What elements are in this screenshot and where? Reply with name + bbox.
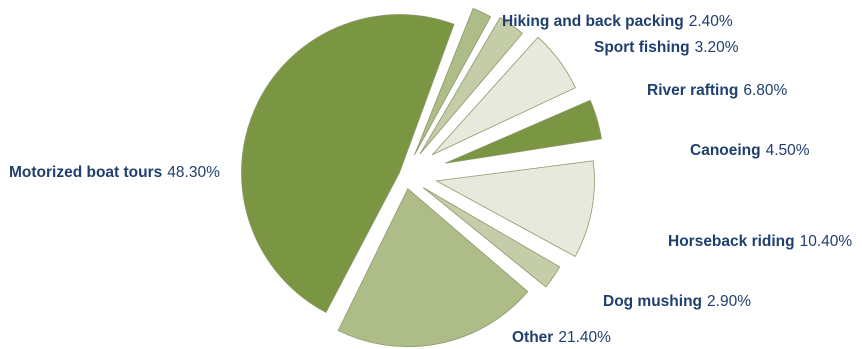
slice-label-value: 10.40% [800,233,853,250]
slice-label: Canoeing 4.50% [690,142,810,159]
pie-slice-other [337,188,529,348]
slice-label-value: 6.80% [743,82,787,99]
slice-label: Dog mushing 2.90% [603,293,751,310]
slice-label: Other 21.40% [512,329,611,346]
pie-slice-canoeing [445,99,602,164]
slice-label: Sport fishing 3.20% [594,39,739,56]
slice-label-value: 48.30% [167,164,220,181]
slice-label-name: Sport fishing [594,39,690,56]
pie-slice-dog-mushing [422,187,561,288]
slice-label: Motorized boat tours 48.30% [9,164,220,181]
slice-label-value: 3.20% [695,39,739,56]
pie-slice-sport-fishing [419,17,523,155]
pie-slice-motorized-boat-tours [241,14,455,313]
slice-label-name: Horseback riding [668,233,795,250]
pie-slice-horseback-riding [435,160,595,258]
slice-label-value: 4.50% [766,142,810,159]
slice-label-name: Hiking and back packing [502,13,684,30]
slice-label-value: 21.40% [558,329,611,346]
pie-slice-hiking-and-back-packing [414,7,492,156]
slice-label: River rafting 6.80% [647,82,787,99]
slice-label: Hiking and back packing 2.40% [502,13,733,30]
slice-label: Horseback riding 10.40% [668,233,852,250]
pie-slice-river-rafting [432,36,576,156]
pie-labels: Hiking and back packing 2.40% Sport fishin… [9,13,852,346]
slice-label-value: 2.40% [689,13,733,30]
slice-label-value: 2.90% [707,293,751,310]
slice-label-name: Dog mushing [603,293,702,310]
slice-label-name: Canoeing [690,142,761,159]
pie-slices [241,7,602,348]
slice-label-name: Motorized boat tours [9,164,162,181]
slice-label-name: Other [512,329,553,346]
slice-label-name: River rafting [647,82,738,99]
